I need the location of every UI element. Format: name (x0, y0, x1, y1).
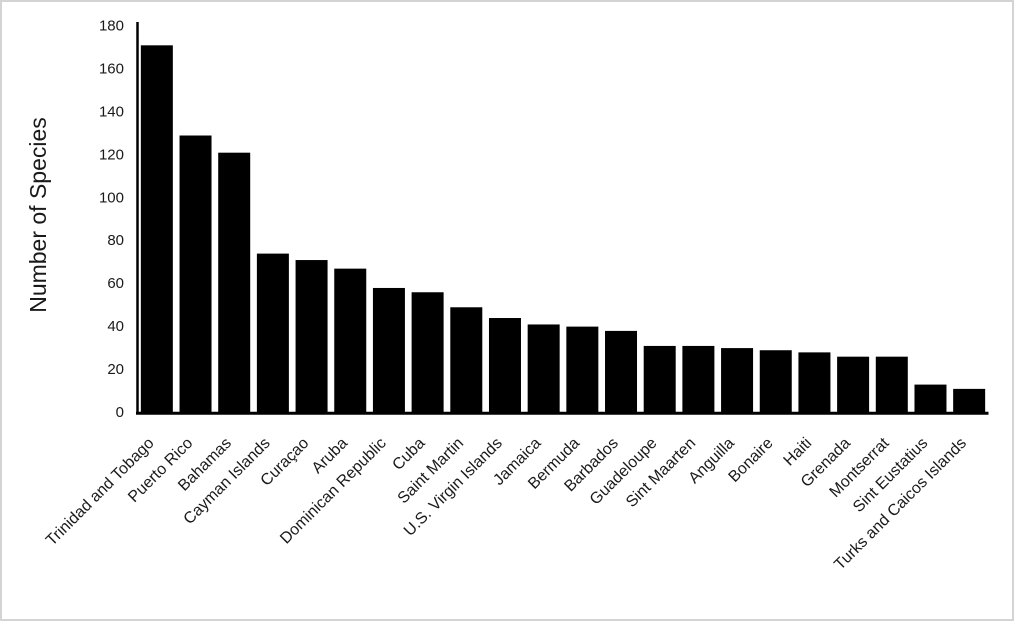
x-category-label-haiti: Haiti (781, 435, 816, 470)
bar-guadeloupe (643, 345, 676, 413)
bar-sint-maarten (682, 345, 715, 413)
bar-aruba (334, 268, 367, 413)
bar-trinidad-and-tobago (140, 45, 173, 413)
y-tick-label-20: 20 (107, 361, 124, 378)
bar-saint-martin (450, 307, 483, 413)
y-tick-label-40: 40 (107, 318, 124, 335)
bar-barbados (605, 330, 638, 413)
bar-cuba (411, 292, 444, 413)
bars (140, 45, 986, 413)
y-tick-label-60: 60 (107, 275, 124, 292)
bar-puerto-rico (179, 135, 212, 413)
bar-grenada (837, 356, 870, 413)
y-tick-label-180: 180 (99, 18, 124, 35)
bar-cayman-islands (256, 253, 289, 413)
y-axis-title: Number of Species (25, 117, 51, 313)
bar-u-s-virgin-islands (488, 318, 521, 413)
bar-montserrat (875, 356, 908, 413)
y-tick-label-0: 0 (116, 404, 124, 421)
bar-bermuda (566, 326, 599, 413)
y-tick-label-140: 140 (99, 103, 124, 120)
axes (136, 22, 989, 415)
bar-anguilla (721, 348, 754, 413)
bar-sint-eustatius (914, 384, 947, 413)
bar-cura-ao (295, 260, 328, 413)
y-tick-label-80: 80 (107, 232, 124, 249)
bar-jamaica (527, 324, 560, 413)
y-tick-label-100: 100 (99, 189, 124, 206)
y-axis-tick-labels: 0 20 40 60 80 100 120 140 160 180 (99, 18, 124, 422)
bar-haiti (798, 352, 831, 413)
bar-turks-and-caicos-islands (953, 388, 986, 413)
y-tick-label-160: 160 (99, 60, 124, 77)
y-tick-label-120: 120 (99, 146, 124, 163)
bar-dominican-republic (372, 287, 405, 413)
bar-bahamas (218, 152, 251, 413)
bar-bonaire (759, 350, 792, 413)
